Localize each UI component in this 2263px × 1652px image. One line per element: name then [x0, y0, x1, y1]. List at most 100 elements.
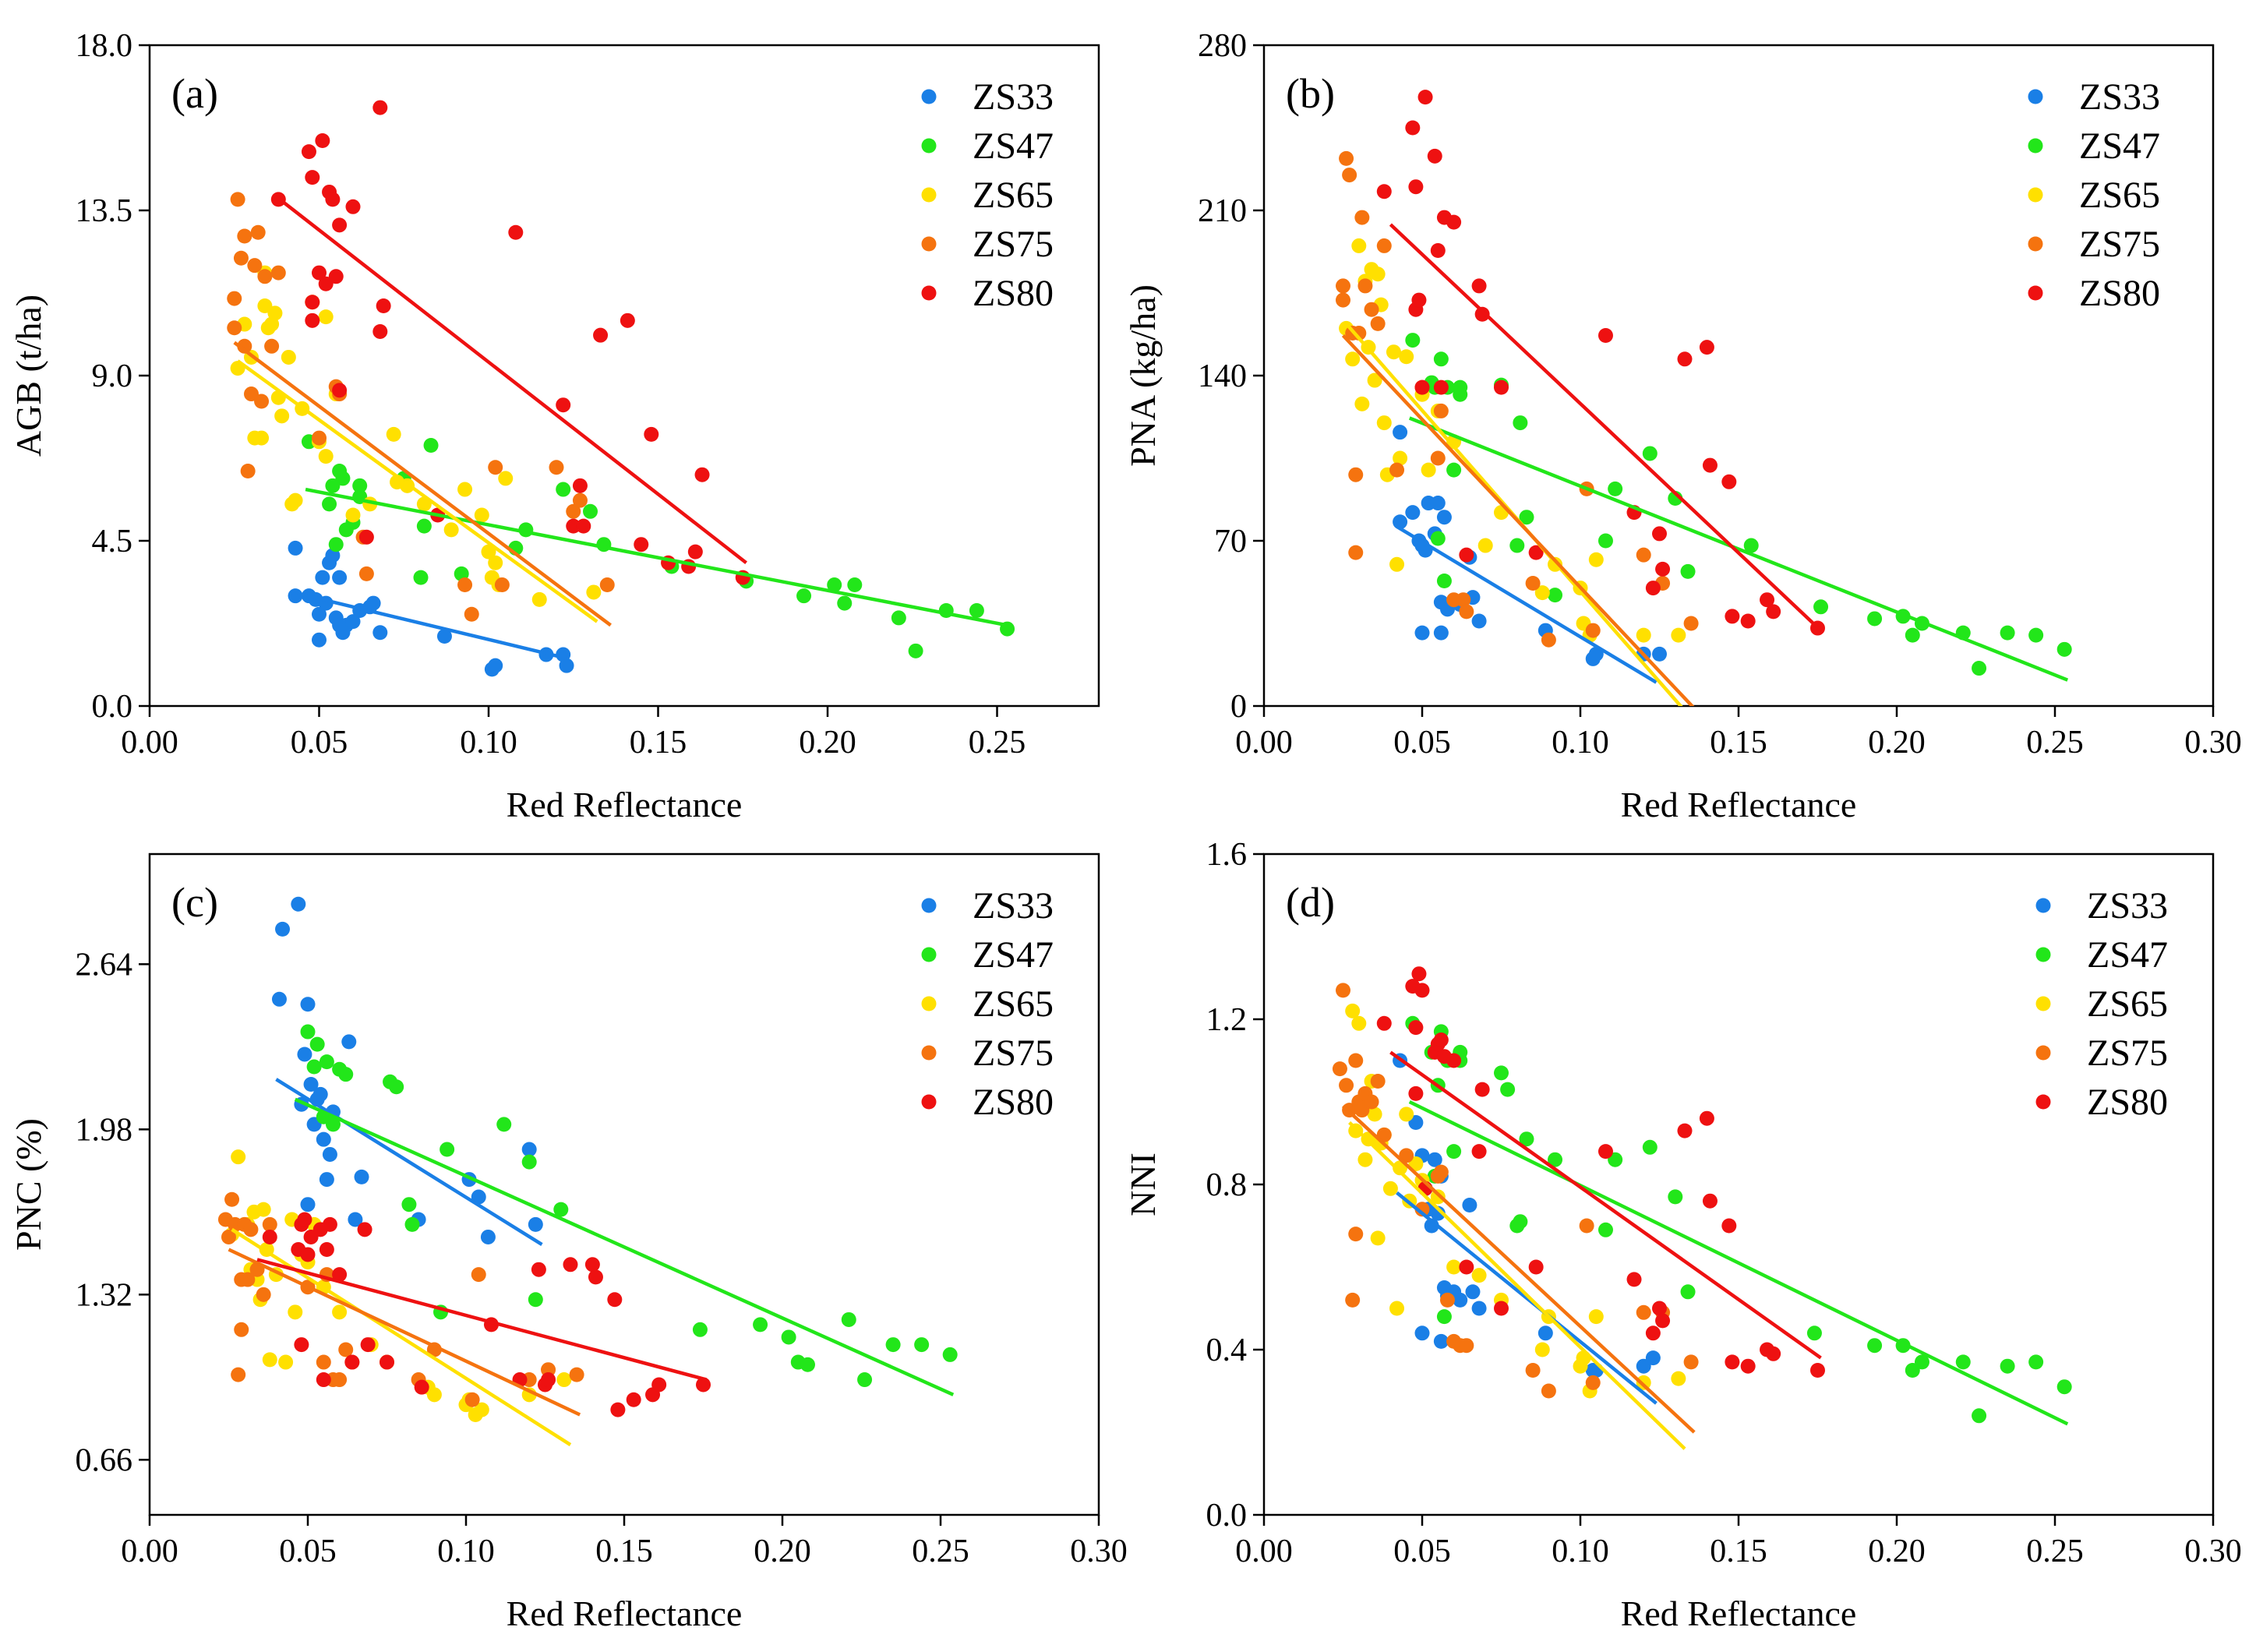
data-point	[306, 1059, 322, 1075]
data-point	[1525, 576, 1541, 591]
data-point	[240, 463, 256, 478]
x-tick-label: 0.20	[799, 725, 856, 761]
legend-label: ZS75	[973, 224, 1054, 265]
data-point	[1671, 627, 1686, 643]
y-tick-label: 0.4	[1206, 1333, 1248, 1368]
data-point	[1702, 457, 1718, 473]
data-point	[1972, 1408, 1987, 1424]
data-point	[694, 467, 710, 482]
data-point	[221, 1229, 236, 1244]
data-point	[480, 1229, 496, 1244]
data-point	[1364, 302, 1379, 317]
data-point	[1459, 1259, 1474, 1275]
data-point	[256, 1202, 271, 1217]
fit-line-zs75	[233, 341, 612, 627]
x-axis-label: Red Reflectance	[507, 1594, 743, 1633]
x-tick-label: 0.20	[1868, 725, 1926, 761]
legend-label: ZS75	[2079, 224, 2160, 265]
data-point	[1411, 292, 1427, 308]
data-point	[583, 503, 598, 519]
data-point	[1433, 403, 1449, 418]
data-point	[1471, 1301, 1487, 1316]
data-point	[1740, 613, 1756, 629]
data-point	[2028, 1354, 2044, 1370]
data-point	[1433, 1032, 1449, 1047]
x-tick-label: 0.25	[912, 1534, 969, 1569]
data-point	[1465, 1284, 1481, 1300]
data-point	[256, 1287, 271, 1302]
data-point	[556, 1372, 572, 1388]
data-point	[1474, 1082, 1490, 1097]
data-point	[464, 606, 479, 622]
fit-line-zs33	[1396, 1191, 1658, 1405]
data-point	[488, 658, 503, 673]
data-point	[1433, 379, 1449, 395]
data-point	[1354, 210, 1370, 225]
legend-marker	[921, 138, 937, 154]
data-point	[457, 577, 473, 593]
x-tick-label: 0.15	[1710, 725, 1767, 761]
data-point	[474, 507, 489, 523]
fit-line-zs33	[291, 590, 567, 660]
data-point	[281, 349, 296, 365]
data-point	[1348, 545, 1364, 560]
x-axis-label: Red Reflectance	[1621, 1594, 1857, 1633]
data-point	[1433, 351, 1449, 367]
data-point	[297, 1212, 312, 1227]
data-point	[841, 1311, 856, 1327]
data-point	[1351, 325, 1367, 341]
legend-label: ZS33	[973, 885, 1054, 927]
data-point	[305, 295, 320, 310]
data-point	[1382, 1181, 1398, 1196]
data-point	[556, 397, 571, 413]
data-point	[270, 265, 286, 281]
data-point	[372, 625, 388, 641]
data-point	[1430, 450, 1446, 466]
data-point	[1471, 1144, 1487, 1160]
legend-marker	[2028, 236, 2043, 252]
data-point	[237, 228, 252, 244]
data-point	[233, 250, 249, 266]
fit-line-zs33	[1396, 524, 1658, 684]
series-zs80-points	[1376, 966, 1825, 1378]
data-point	[341, 1034, 357, 1050]
data-point	[1414, 1325, 1430, 1341]
fit-line-zs75	[1341, 334, 1695, 706]
data-point	[1345, 351, 1361, 367]
data-point	[1652, 526, 1667, 542]
data-point	[332, 383, 348, 398]
data-point	[352, 478, 368, 493]
data-point	[576, 518, 591, 534]
data-point	[401, 1197, 417, 1213]
data-point	[332, 1267, 348, 1283]
legend-label: ZS80	[2087, 1082, 2168, 1123]
data-point	[1345, 1003, 1361, 1018]
data-point	[687, 544, 703, 559]
data-point	[1598, 533, 1613, 549]
data-point	[584, 1257, 600, 1273]
data-point	[496, 1117, 512, 1132]
data-point	[1436, 573, 1452, 588]
data-point	[553, 1202, 569, 1217]
data-point	[227, 320, 242, 336]
data-point	[2028, 627, 2044, 643]
data-point	[857, 1372, 873, 1388]
data-point	[305, 312, 320, 328]
fit-line-zs75	[1341, 1104, 1696, 1434]
data-point	[610, 1402, 626, 1417]
data-point	[1370, 1074, 1386, 1089]
legend-marker	[2028, 89, 2043, 104]
data-point	[332, 570, 348, 585]
data-point	[1766, 604, 1781, 620]
data-point	[335, 471, 351, 486]
data-point	[620, 312, 635, 328]
data-point	[1433, 1333, 1449, 1349]
data-point	[332, 217, 348, 233]
data-point	[1548, 588, 1563, 603]
data-point	[1598, 1222, 1613, 1237]
data-point	[498, 471, 514, 486]
legend-marker	[2028, 285, 2043, 301]
data-point	[1430, 1205, 1446, 1221]
panel-c: 0.00 0.05 0.10 0.15 0.20 0.25 0.30 0.66 1.32 1.98…	[9, 852, 1128, 1633]
legend-label: ZS80	[973, 1082, 1054, 1123]
